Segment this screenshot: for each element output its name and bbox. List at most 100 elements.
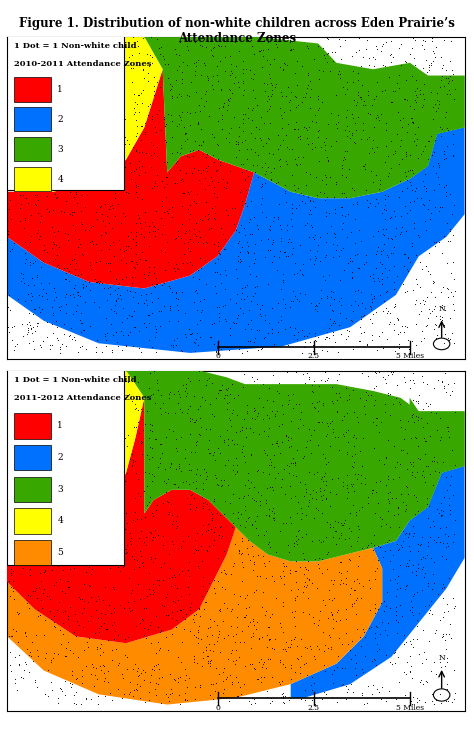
Point <box>162 688 169 700</box>
Point <box>42 51 49 63</box>
Point <box>346 255 354 267</box>
Point <box>190 57 198 69</box>
Point <box>214 507 221 519</box>
Point <box>424 319 431 331</box>
Point <box>447 333 454 345</box>
Point <box>97 275 104 287</box>
Point <box>137 216 144 228</box>
Point <box>243 200 251 212</box>
Point <box>128 550 136 562</box>
Point <box>149 388 156 400</box>
Point <box>375 643 383 655</box>
Point <box>245 482 253 494</box>
Point <box>372 394 379 406</box>
Point <box>37 399 45 411</box>
Point <box>182 127 189 139</box>
Point <box>193 318 201 330</box>
Point <box>416 281 424 293</box>
Point <box>254 224 262 236</box>
Point <box>221 299 228 311</box>
Point <box>52 76 59 88</box>
Point <box>324 331 331 343</box>
Point <box>195 365 203 376</box>
Point <box>58 106 66 118</box>
Point <box>7 179 14 191</box>
Point <box>110 555 118 567</box>
Point <box>124 376 132 388</box>
Point <box>118 142 125 153</box>
Point <box>299 586 307 598</box>
Point <box>96 642 104 654</box>
Point <box>353 592 361 604</box>
Point <box>79 162 86 173</box>
Point <box>19 562 27 574</box>
Point <box>50 431 58 443</box>
Point <box>182 687 189 699</box>
Point <box>419 294 427 306</box>
Point <box>55 368 63 379</box>
Point <box>452 514 459 525</box>
Point <box>223 390 231 402</box>
Point <box>286 321 293 333</box>
Point <box>240 293 248 305</box>
Point <box>48 221 56 233</box>
Point <box>122 257 130 269</box>
Point <box>390 302 398 313</box>
Point <box>361 302 369 314</box>
Point <box>311 402 319 413</box>
Point <box>159 200 166 212</box>
Point <box>43 316 50 328</box>
Point <box>384 389 392 401</box>
Point <box>428 608 436 619</box>
Point <box>252 253 259 265</box>
Point <box>121 475 128 487</box>
Point <box>5 528 13 540</box>
Point <box>49 87 57 99</box>
Point <box>310 195 317 207</box>
Point <box>412 89 419 101</box>
Point <box>44 135 52 147</box>
Point <box>424 511 432 523</box>
Point <box>57 96 64 108</box>
Point <box>25 404 32 416</box>
Point <box>73 505 81 517</box>
Point <box>134 41 142 53</box>
Point <box>447 88 454 100</box>
Point <box>140 296 147 308</box>
Point <box>75 36 83 48</box>
Point <box>431 519 438 531</box>
Point <box>222 383 230 395</box>
Point <box>132 236 139 248</box>
Point <box>91 370 99 382</box>
Point <box>292 459 299 471</box>
Point <box>392 461 399 473</box>
Point <box>274 213 282 225</box>
Point <box>440 148 448 160</box>
Point <box>91 170 99 182</box>
Point <box>297 158 304 170</box>
Point <box>158 439 165 451</box>
Point <box>441 659 448 671</box>
Point <box>160 574 167 586</box>
Point <box>423 290 430 302</box>
Point <box>247 143 255 155</box>
Point <box>118 417 126 429</box>
Point <box>118 273 126 285</box>
Point <box>215 668 223 680</box>
Point <box>88 365 95 376</box>
Point <box>250 84 257 96</box>
Point <box>11 674 19 685</box>
Point <box>421 435 428 447</box>
Point <box>265 147 273 159</box>
Point <box>349 343 356 355</box>
Point <box>197 262 205 273</box>
Point <box>385 264 393 276</box>
Point <box>305 138 312 150</box>
Point <box>192 333 200 345</box>
Point <box>277 314 285 326</box>
Point <box>204 444 211 456</box>
Point <box>411 508 419 519</box>
Point <box>439 611 447 623</box>
Point <box>401 528 409 539</box>
Point <box>151 524 158 536</box>
